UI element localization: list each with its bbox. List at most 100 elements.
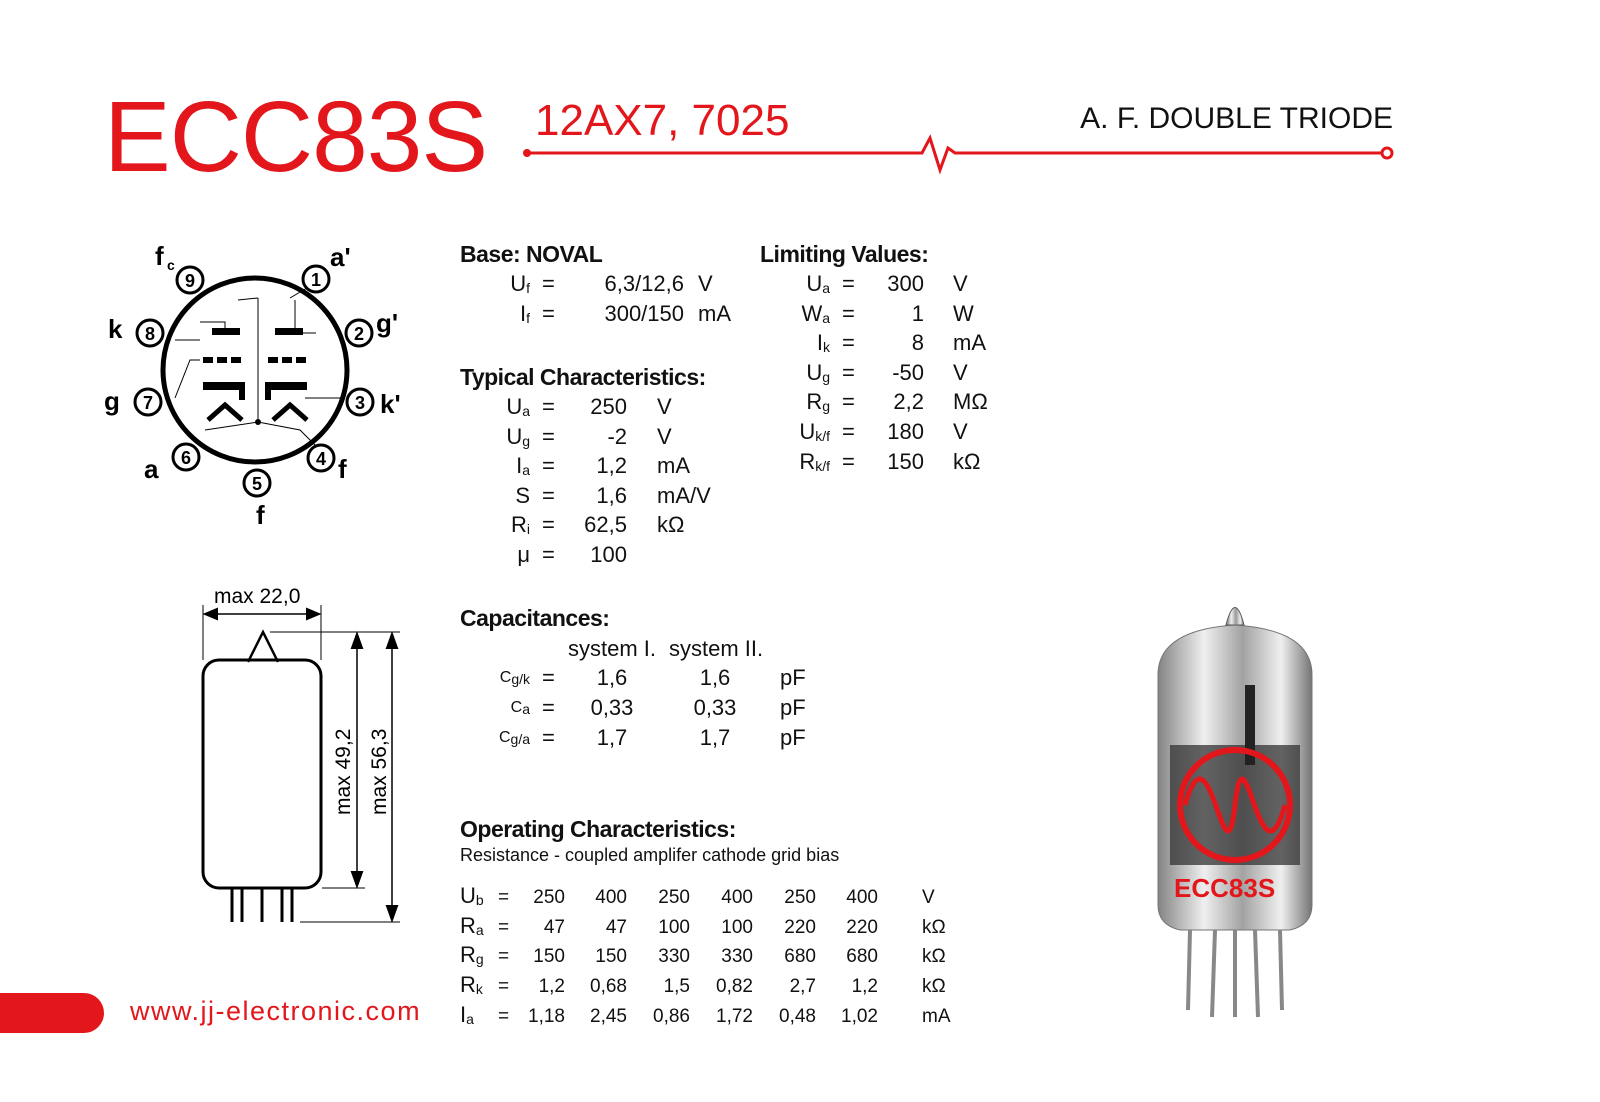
operating-value: 100 — [721, 916, 753, 938]
parameter-value: 180 — [887, 419, 924, 444]
equals-sign: = — [542, 394, 555, 419]
pin-number: 9 — [185, 271, 195, 291]
subscript: f — [526, 309, 530, 326]
parameter-label: If — [450, 301, 530, 327]
equals-sign: = — [542, 695, 555, 720]
parameter-unit: MΩ — [953, 389, 988, 415]
parameter-unit: pF — [780, 725, 806, 750]
parameter-label: Rk/f — [750, 449, 830, 475]
symbol: μ — [517, 542, 530, 567]
operating-value: 1,18 — [528, 1005, 565, 1027]
parameter-value: -50 — [892, 359, 924, 385]
parameter-value: 300 — [887, 271, 924, 296]
operating-value: 1,2 — [538, 976, 565, 998]
parameter-label: Ub — [460, 883, 484, 909]
parameter-unit: kΩ — [953, 448, 981, 474]
equals-sign: = — [498, 976, 510, 998]
system-1-value: 0,33 — [590, 695, 634, 720]
equals-sign: = — [842, 419, 855, 444]
symbol: U — [460, 883, 476, 908]
pin-number: 8 — [145, 324, 155, 344]
equals-sign: = — [542, 665, 555, 690]
subscript: g — [822, 398, 830, 415]
pin-label: f — [256, 500, 265, 530]
pin-number: 4 — [316, 449, 326, 469]
operating-value: 0,48 — [779, 1005, 816, 1027]
pin-label: k' — [380, 389, 401, 419]
operating-value: 100 — [658, 916, 690, 938]
subscript: b — [475, 892, 484, 908]
pin-label-sub: c — [167, 257, 175, 273]
footer-bar — [0, 993, 104, 1033]
subscript: f — [526, 280, 530, 296]
operating-value: 0,86 — [653, 1005, 690, 1027]
parameter-unit: V — [953, 359, 968, 385]
operating-value: 400 — [846, 887, 878, 908]
parameter-label: Uk/f — [750, 419, 830, 445]
operating-value: 150 — [595, 946, 627, 968]
parameter-unit: kΩ — [922, 946, 946, 968]
equals-sign: = — [542, 300, 555, 326]
equals-sign: = — [842, 448, 855, 474]
pin-6 — [171, 442, 201, 472]
equals-sign: = — [498, 916, 510, 938]
equals-sign: = — [542, 453, 555, 479]
parameter-unit: mA — [922, 1005, 951, 1027]
subscript: k/f — [815, 428, 830, 444]
parameter-label: Rg — [750, 389, 830, 415]
symbol: I — [519, 300, 527, 326]
operating-value: 2,7 — [789, 976, 816, 998]
parameter-value: 8 — [911, 330, 924, 356]
parameter-value: 150 — [887, 448, 924, 474]
limiting-heading: Limiting Values: — [760, 241, 929, 267]
subscript: a — [475, 921, 484, 938]
tube-type: A. F. DOUBLE TRIODE — [1080, 102, 1393, 135]
parameter-value: 250 — [590, 394, 627, 419]
symbol: U — [799, 419, 816, 444]
equals-sign: = — [842, 330, 855, 356]
parameter-unit: V — [657, 394, 672, 419]
subscript: i — [526, 521, 530, 538]
parameter-value: 100 — [590, 542, 627, 567]
parameter-value: 1,6 — [596, 482, 627, 508]
pin-7 — [133, 387, 163, 417]
parameter-value: 62,5 — [584, 512, 627, 538]
equals-sign: = — [498, 887, 510, 908]
pin-2 — [344, 318, 374, 348]
pin-label: g — [104, 386, 120, 416]
parameter-label: Cg/k — [450, 669, 530, 687]
subscript: g — [822, 368, 830, 385]
total-height-dimension: max 56,3 — [368, 729, 391, 815]
parameter-value: 300/150 — [604, 300, 684, 326]
parameter-unit: mA — [698, 300, 731, 326]
parameter-unit: V — [698, 271, 713, 296]
website-link[interactable]: www.jj-electronic.com — [130, 996, 422, 1026]
width-dimension: max 22,0 — [214, 585, 300, 608]
operating-value: 150 — [533, 946, 565, 968]
header-rule — [523, 134, 1394, 175]
system-2-value: 1,6 — [699, 665, 731, 690]
symbol: C — [510, 699, 523, 716]
subscript: a — [522, 403, 530, 419]
operating-value: 47 — [543, 916, 565, 938]
symbol: W — [801, 300, 823, 326]
parameter-label: Ua — [750, 271, 830, 297]
symbol: U — [506, 423, 523, 449]
operating-value: 330 — [658, 946, 690, 968]
parameter-value: 1 — [911, 300, 924, 326]
parameter-label: Ug — [750, 360, 830, 386]
subscript: a — [522, 701, 530, 717]
parameter-label: Uf — [450, 271, 530, 297]
parameter-unit: mA/V — [657, 482, 711, 508]
subscript: g — [522, 432, 530, 449]
parameter-unit: V — [953, 419, 968, 444]
symbol: R — [510, 512, 527, 538]
parameter-unit: V — [953, 271, 968, 296]
symbol: I — [460, 1001, 467, 1027]
subscript: a — [822, 309, 830, 326]
parameter-label: Ia — [460, 1002, 474, 1028]
symbol: I — [516, 453, 523, 479]
base-heading: Base: NOVAL — [460, 241, 603, 267]
operating-value: 1,5 — [663, 976, 690, 998]
symbol: R — [460, 972, 476, 998]
